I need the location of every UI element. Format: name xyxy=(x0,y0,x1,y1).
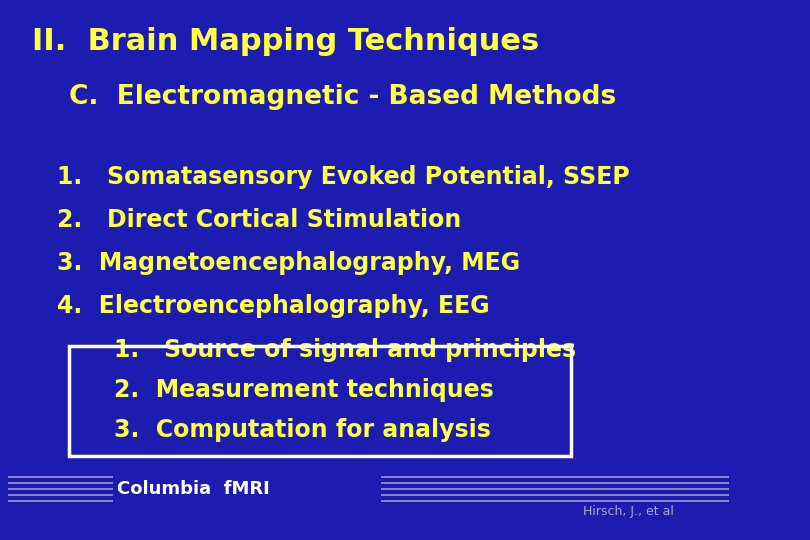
Bar xyxy=(69,346,571,456)
Text: Columbia  fMRI: Columbia fMRI xyxy=(117,480,271,498)
Text: 3.  Magnetoencephalography, MEG: 3. Magnetoencephalography, MEG xyxy=(57,251,520,275)
Text: 1.   Source of signal and principles: 1. Source of signal and principles xyxy=(81,338,576,361)
Text: 3.  Computation for analysis: 3. Computation for analysis xyxy=(81,418,491,442)
Text: C.  Electromagnetic - Based Methods: C. Electromagnetic - Based Methods xyxy=(69,84,616,110)
Text: Hirsch, J., et al: Hirsch, J., et al xyxy=(583,505,674,518)
Text: 4.  Electroencephalography, EEG: 4. Electroencephalography, EEG xyxy=(57,294,489,318)
Text: 2.  Measurement techniques: 2. Measurement techniques xyxy=(81,378,494,402)
Text: II.  Brain Mapping Techniques: II. Brain Mapping Techniques xyxy=(32,27,539,56)
Text: 1.   Somatasensory Evoked Potential, SSEP: 1. Somatasensory Evoked Potential, SSEP xyxy=(57,165,629,188)
Text: 2.   Direct Cortical Stimulation: 2. Direct Cortical Stimulation xyxy=(57,208,461,232)
